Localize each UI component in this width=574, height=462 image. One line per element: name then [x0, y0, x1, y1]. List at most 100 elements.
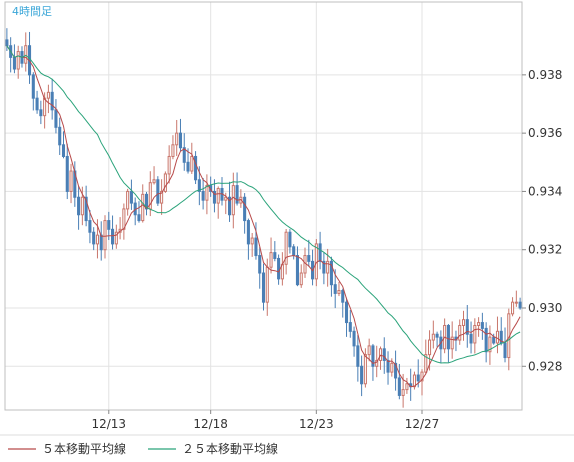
candle-body: [39, 109, 43, 117]
candle: [431, 320, 435, 349]
y-tick-label: 0.932: [528, 243, 562, 257]
candle-body: [284, 231, 288, 265]
candle: [212, 179, 216, 213]
candle-body: [46, 91, 50, 99]
candle: [24, 32, 28, 72]
candle: [458, 319, 462, 345]
y-tick-label: 0.934: [528, 184, 562, 198]
candle-body: [416, 374, 420, 382]
candle-body: [99, 234, 103, 251]
candle-body: [163, 173, 167, 192]
candle: [152, 166, 156, 185]
candle-body: [243, 196, 247, 222]
candle-body: [103, 220, 107, 251]
candle: [65, 143, 69, 200]
candle: [337, 281, 341, 297]
candle-body: [450, 336, 454, 350]
candle: [194, 151, 198, 185]
candle-body: [477, 322, 481, 326]
candle: [39, 100, 43, 125]
candle-body: [352, 330, 356, 347]
candle: [367, 338, 371, 362]
candle-body: [31, 74, 35, 99]
candle: [511, 297, 515, 317]
candle-body: [156, 179, 160, 204]
candle-body: [329, 260, 333, 286]
candle: [243, 193, 247, 234]
candle: [250, 232, 254, 257]
candle: [488, 325, 492, 365]
timeframe-label: 4時間足: [12, 5, 52, 18]
candle-body: [428, 339, 432, 356]
candle-body: [235, 185, 239, 204]
candle-body: [190, 155, 194, 172]
candle: [299, 264, 303, 288]
candle: [465, 304, 469, 348]
candle: [284, 229, 288, 275]
candle-body: [201, 190, 205, 201]
candle: [216, 186, 220, 219]
candle-body: [250, 237, 254, 245]
candle: [405, 377, 409, 394]
candle: [461, 310, 466, 341]
candle-body: [363, 354, 367, 385]
candle-body: [394, 362, 398, 379]
candle-body: [50, 91, 54, 111]
legend-label: ５本移動平均線: [42, 441, 126, 456]
candle-body: [80, 196, 84, 216]
candle-body: [341, 290, 345, 303]
candle: [50, 78, 54, 120]
candle: [46, 84, 50, 114]
candle: [348, 309, 352, 338]
candle: [322, 252, 326, 285]
candle: [356, 334, 360, 382]
x-tick-label: 12/18: [193, 417, 228, 431]
candle: [16, 45, 20, 79]
candle-body: [126, 190, 130, 210]
x-axis: 12/13 12/18 12/23 12/27: [91, 410, 439, 431]
candle-body: [333, 284, 337, 294]
candle: [61, 131, 66, 159]
x-tick-label: 12/23: [299, 417, 334, 431]
candle: [341, 288, 345, 318]
moving-averages: [6, 45, 521, 388]
legend-label: ２５本移動平均線: [182, 441, 278, 456]
candle: [514, 290, 518, 307]
candle: [205, 174, 209, 215]
candle-body: [77, 196, 81, 216]
candle-body: [314, 243, 318, 280]
grid: [5, 2, 522, 410]
candle-body: [54, 109, 58, 128]
y-tick-label: 0.936: [528, 126, 562, 140]
candle: [88, 210, 92, 244]
candle: [277, 254, 281, 285]
candle-body: [405, 383, 409, 391]
candle: [288, 229, 292, 254]
candle-body: [469, 333, 473, 344]
candle: [227, 181, 232, 222]
candle-body: [386, 359, 390, 373]
candle-body: [88, 220, 92, 233]
candle-body: [171, 144, 175, 157]
candle: [175, 119, 179, 156]
candle-body: [401, 389, 405, 396]
candle-body: [227, 196, 232, 216]
y-axis: 0.928 0.930 0.932 0.934 0.936 0.938: [522, 68, 562, 373]
candle: [182, 133, 186, 171]
candle-body: [367, 345, 371, 356]
candle: [295, 246, 300, 287]
candle: [477, 317, 481, 337]
y-tick-label: 0.938: [528, 68, 562, 82]
candle: [450, 321, 454, 359]
candle: [344, 297, 349, 337]
legend-item: ２５本移動平均線: [148, 441, 278, 456]
candle-body: [412, 374, 416, 388]
candle-body: [424, 354, 428, 373]
candle-body: [107, 220, 111, 230]
candle: [178, 118, 183, 152]
candle-body: [295, 255, 300, 286]
candle-body: [186, 161, 190, 172]
candle: [469, 321, 473, 354]
candle-body: [65, 155, 69, 192]
candle: [190, 142, 194, 174]
